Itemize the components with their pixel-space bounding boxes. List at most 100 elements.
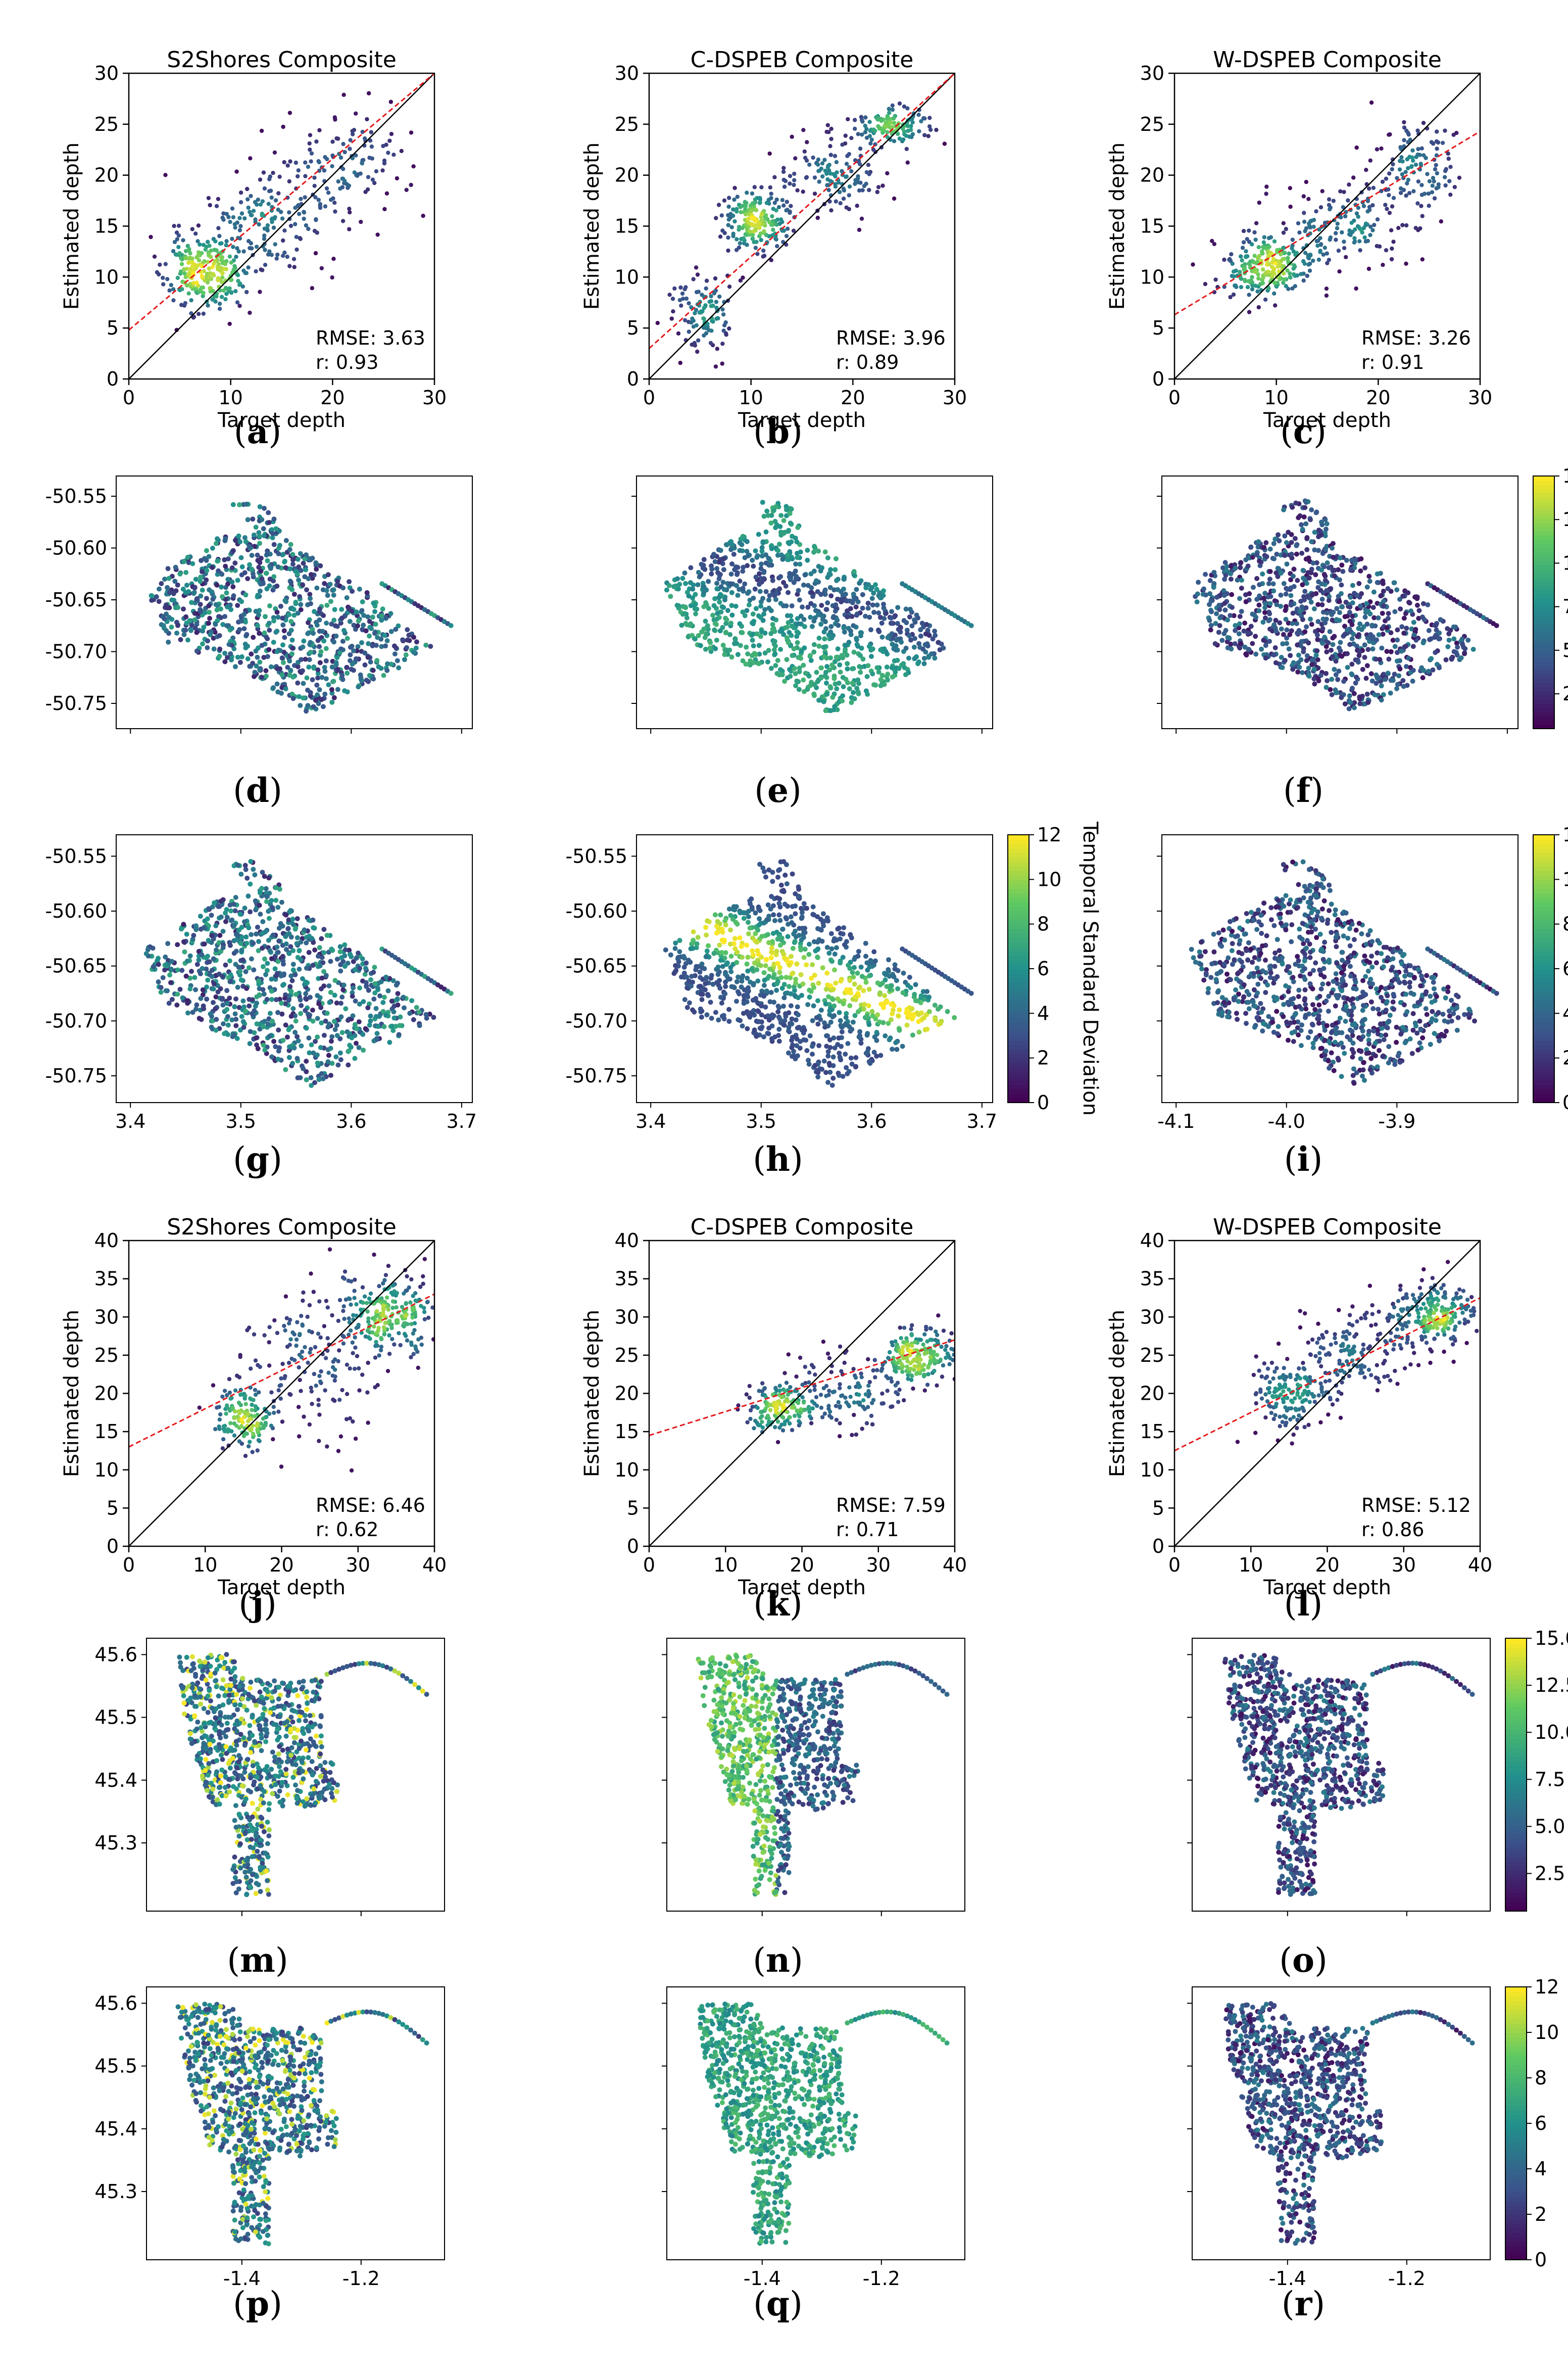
map-point [270,905,275,911]
scatter-point [1413,162,1418,167]
map-point [919,621,925,626]
scatter-point [262,226,267,231]
map-point [792,665,797,671]
map-point [329,699,335,705]
scatter-point [184,267,189,271]
map-panel-e-svg [631,476,993,734]
scatter-point [1250,287,1255,292]
map-point [1228,613,1233,618]
scatter-point [1328,207,1332,212]
map-point [202,610,208,615]
scatter-point [1443,169,1448,173]
scatter-point [748,229,752,234]
map-point [318,563,323,568]
scatter-point [827,199,832,204]
map-point [903,606,909,612]
scatter-point [1420,214,1425,218]
map-point [873,582,878,588]
scatter-point [223,262,227,266]
map-point [255,924,260,930]
map-point [1337,599,1342,604]
scatter-point [191,315,195,320]
scatter-point [1402,120,1406,125]
scatter-point [699,310,703,315]
map-point [1433,623,1439,628]
map-point [911,644,917,650]
map-point [770,622,775,627]
scatter-point [288,159,292,164]
map-point [797,669,802,675]
map-point [834,686,840,691]
scatter-point [1301,278,1306,283]
panel-letter: (b) [753,412,803,451]
scatter-point [910,132,915,136]
map-point [1318,673,1324,678]
map-point [1300,567,1306,573]
scatter-point [409,130,414,135]
map-point [301,695,306,701]
scatter-point [1411,189,1416,194]
map-point [1313,652,1319,658]
scatter-point [206,303,210,308]
map-point [335,1062,341,1068]
scatter-point [867,187,871,193]
scatter-point [691,318,696,323]
map-point [314,623,320,628]
map-point [775,658,780,663]
scatter-point [1422,153,1426,158]
map-point [257,541,262,546]
scatter-point [888,120,893,125]
map-point [257,631,262,636]
map-point [256,564,262,570]
map-point [295,935,300,940]
map-point [373,1006,379,1011]
scatter-point [753,246,758,250]
scatter-point [287,111,292,115]
map-point [247,1041,253,1047]
map-point [845,666,850,672]
scatter-point [927,116,932,120]
scatter-point [354,111,358,116]
map-point [339,1030,345,1035]
map-point [162,577,167,582]
scatter-point [752,185,757,189]
map-point [690,633,695,638]
scatter-point [713,276,718,281]
panel-letter: (e) [754,771,802,810]
map-point [780,556,786,562]
map-point [851,690,856,695]
scatter-point [1290,237,1295,242]
map-point [279,690,284,696]
map-point [1406,600,1411,605]
map-point [286,1027,291,1032]
scatter-point [234,255,238,259]
map-point [413,645,419,651]
map-point [874,602,880,608]
scatter-point [1245,237,1249,242]
map-point [1369,636,1375,641]
map-point [317,617,322,623]
scatter-point [1349,220,1354,225]
scatter-point [829,136,834,141]
scatter-point [762,254,767,258]
scatter-point [1268,235,1273,240]
y-tick-label: 0 [107,368,119,390]
scatter-point [149,234,153,240]
map-point [319,1020,324,1026]
map-point [356,619,361,624]
map-point [301,638,307,644]
scatter-point [772,175,777,179]
scatter-point [192,267,197,272]
map-point [703,619,708,624]
map-point [758,634,763,639]
map-point [1321,572,1327,577]
scatter-point [1354,211,1359,216]
y-tick-label: 5 [627,317,639,339]
map-point [314,1052,320,1058]
map-point [1434,627,1439,633]
map-point [308,572,314,577]
map-point [288,989,294,994]
scatter-point [221,217,226,222]
map-point [1212,641,1218,646]
map-point [246,893,251,899]
